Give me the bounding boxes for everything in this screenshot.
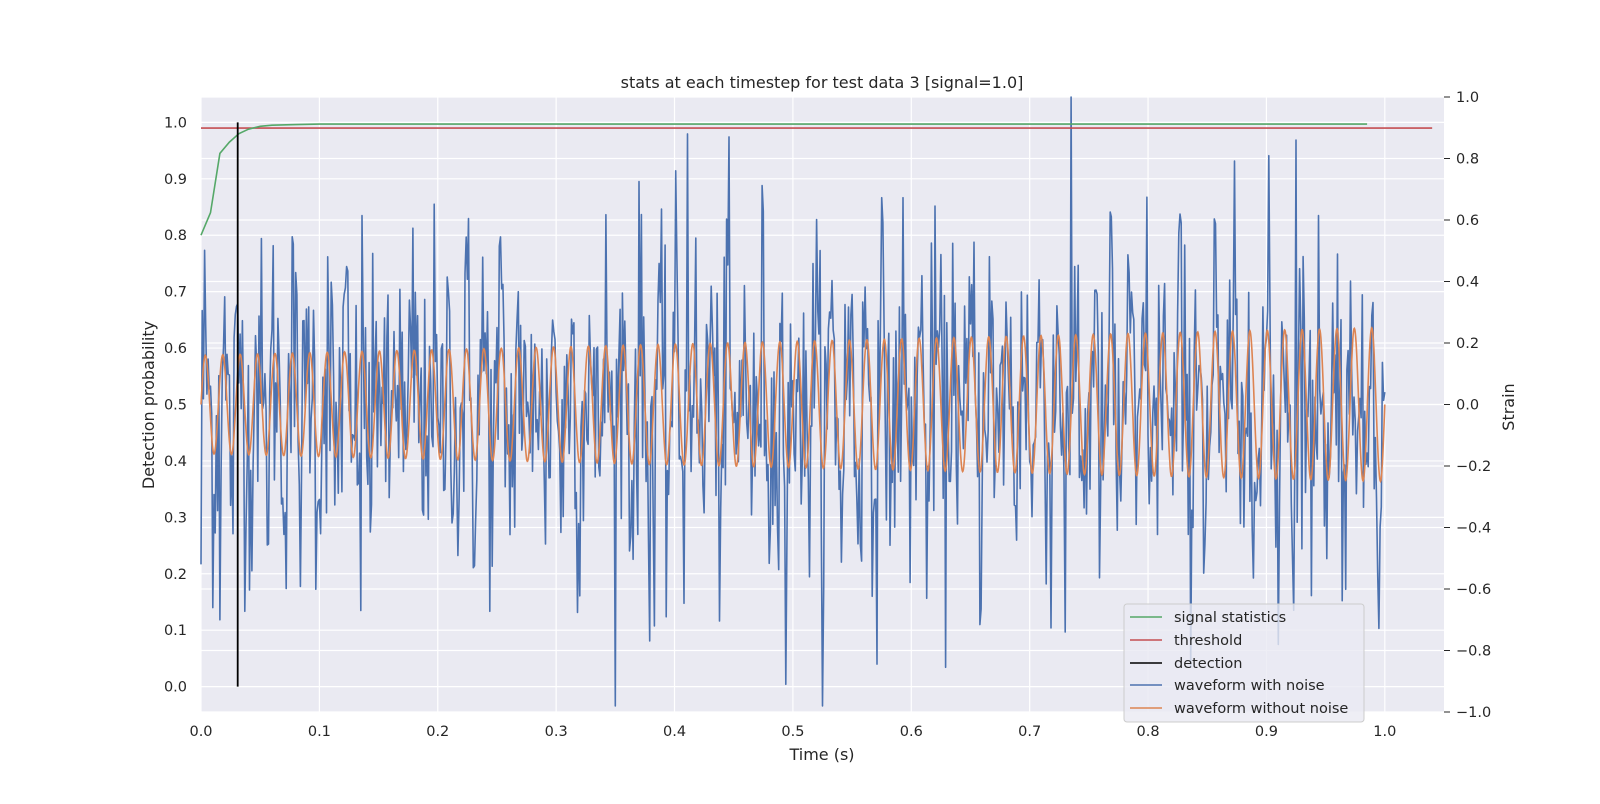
y-right-tick-label-10: 1.0 [1456,90,1479,106]
y-left-tick-label-1.0: 1.0 [164,115,187,131]
x-tick-label-0.2: 0.2 [426,724,449,740]
legend-label-waveform-without-noise: waveform without noise [1174,701,1348,717]
legend: signal statistics threshold detection wa… [1123,603,1365,723]
legend-label-signal-statistics: signal statistics [1174,610,1286,626]
x-axis-label: Time (s) [788,745,854,764]
y-right-tick-label-0: −1.0 [1456,705,1491,721]
legend-box [1123,603,1365,723]
y-axis-right-ticks: −1.0 −0.8 −0.6 −0.4 −0.2 0.0 0.2 0.4 0.6 0.8 1.0 [1444,90,1491,721]
y-right-tick-label-7: 0.4 [1456,275,1479,291]
chart-title: stats at each timestep for test data 3 [… [621,73,1024,92]
y-right-tick-label-4: −0.2 [1456,459,1491,475]
y-left-tick-label-0.2: 0.2 [164,567,187,583]
legend-label-threshold: threshold [1174,633,1242,649]
y-right-tick-label-8: 0.6 [1456,213,1479,229]
y-left-tick-label-0.4: 0.4 [164,454,187,470]
y-left-tick-label-0.3: 0.3 [164,510,187,526]
y-left-tick-label-0.1: 0.1 [164,623,187,639]
y-left-tick-label-0.9: 0.9 [164,172,187,188]
series-waveform-without-noise [200,326,1386,484]
x-tick-label-0.7: 0.7 [1018,724,1041,740]
y-right-tick-label-3: −0.4 [1456,521,1491,537]
x-tick-label-0.8: 0.8 [1137,724,1160,740]
y-left-tick-label-0.6: 0.6 [164,341,187,357]
x-tick-label-1.0: 1.0 [1373,724,1396,740]
x-tick-label-0.9: 0.9 [1255,724,1278,740]
x-tick-label-0.5: 0.5 [781,724,804,740]
y-axis-right-label: Strain [1499,383,1518,430]
legend-label-waveform-with-noise: waveform with noise [1174,678,1325,694]
y-axis-left-ticks: 0.0 0.1 0.2 0.3 0.4 0.5 0.6 0.7 0.8 0.9 1.0 [164,115,187,695]
legend-label-detection: detection [1174,656,1242,672]
y-right-tick-label-9: 0.8 [1456,152,1479,168]
y-left-tick-label-0.5: 0.5 [164,398,187,414]
x-tick-label-0.3: 0.3 [545,724,568,740]
y-left-tick-label-0.8: 0.8 [164,228,187,244]
y-left-tick-label-0.7: 0.7 [164,285,187,301]
series-waveform-with-noise [200,96,1386,707]
y-right-tick-label-6: 0.2 [1456,336,1479,352]
y-right-tick-label-2: −0.6 [1456,582,1491,598]
y-right-tick-label-5: 0.0 [1456,398,1479,414]
series-signal-statistics [200,123,1368,236]
y-axis-left-label: Detection probability [139,321,158,489]
x-tick-label-0.4: 0.4 [663,724,686,740]
x-tick-label-0.6: 0.6 [900,724,923,740]
series-layer [200,96,1433,707]
y-right-tick-label-1: −0.8 [1456,644,1491,660]
grid-lines [200,96,1444,713]
x-tick-label-0.0: 0.0 [189,724,212,740]
x-tick-label-0.1: 0.1 [308,724,331,740]
x-axis-ticks: 0.0 0.1 0.2 0.3 0.4 0.5 0.6 0.7 0.8 0.9 1.0 [189,724,1396,740]
y-left-tick-label-0.0: 0.0 [164,680,187,696]
